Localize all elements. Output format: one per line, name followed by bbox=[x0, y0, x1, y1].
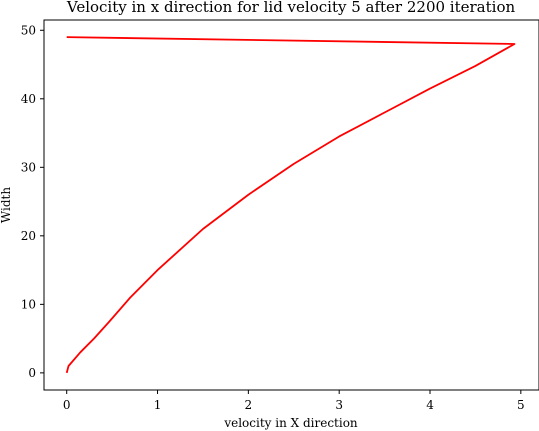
chart-title: Velocity in x direction for lid velocity… bbox=[66, 0, 516, 16]
x-axis-label: velocity in X direction bbox=[223, 416, 358, 430]
x-tick-label: 5 bbox=[517, 398, 525, 412]
x-tick-label: 1 bbox=[154, 398, 162, 412]
x-tick-label: 4 bbox=[426, 398, 434, 412]
y-tick-label: 50 bbox=[21, 23, 36, 37]
series-line bbox=[65, 36, 516, 374]
y-tick-label: 30 bbox=[21, 160, 36, 174]
x-tick-label: 2 bbox=[245, 398, 253, 412]
plot-area-frame bbox=[43, 19, 539, 391]
y-axis-label: Width bbox=[0, 187, 13, 223]
x-axis: 0 1 2 3 4 5 bbox=[63, 390, 525, 412]
y-tick-label: 20 bbox=[21, 229, 36, 243]
y-tick-label: 40 bbox=[21, 92, 36, 106]
y-axis: 0 10 20 30 40 50 bbox=[21, 23, 44, 380]
plot-lines bbox=[65, 36, 516, 374]
x-tick-label: 3 bbox=[335, 398, 343, 412]
x-tick-label: 0 bbox=[63, 398, 71, 412]
y-tick-label: 0 bbox=[28, 366, 36, 380]
y-tick-label: 10 bbox=[21, 297, 36, 311]
